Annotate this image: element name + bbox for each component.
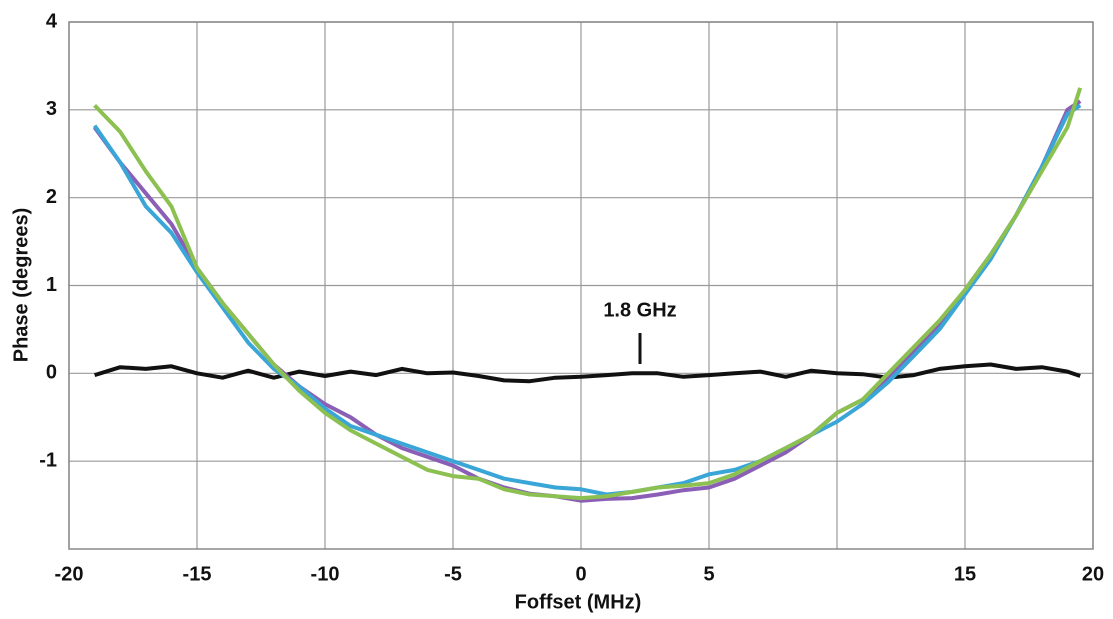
- data-line: [93, 87, 1083, 501]
- y-tick-label: 3: [46, 98, 57, 120]
- x-tick-label: -20: [55, 563, 84, 585]
- data-line: [92, 103, 1082, 497]
- data-line: [92, 99, 1082, 503]
- x-tick-label: 20: [1082, 563, 1104, 585]
- x-tick-label: 0: [575, 563, 586, 585]
- x-tick-label: 5: [703, 563, 714, 585]
- x-tick-label: -15: [183, 563, 212, 585]
- y-tick-label: 1: [46, 274, 57, 296]
- x-tick-label: -5: [444, 563, 462, 585]
- x-tick-label: -10: [311, 563, 340, 585]
- y-tick-label: 4: [46, 10, 58, 32]
- data-line: [94, 362, 1081, 384]
- y-axis-label: Phase (degrees): [10, 208, 32, 363]
- y-tick-label: -1: [39, 449, 57, 471]
- y-tick-label: 2: [46, 186, 57, 208]
- annotation: 1.8 GHz: [603, 299, 676, 321]
- plot-frame: [68, 21, 1094, 550]
- y-tick-label: 0: [46, 362, 57, 384]
- x-tick-label: 15: [954, 563, 976, 585]
- x-axis-label: Foffset (MHz): [515, 591, 642, 613]
